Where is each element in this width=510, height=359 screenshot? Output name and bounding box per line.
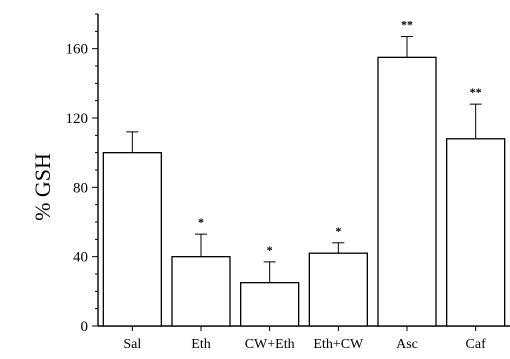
x-tick-label: Eth xyxy=(191,337,210,352)
y-axis-title: % GSH xyxy=(30,153,55,221)
significance-marker: * xyxy=(267,243,273,257)
bar xyxy=(102,152,162,327)
y-tick-label: 80 xyxy=(73,180,88,196)
bar xyxy=(171,256,231,327)
significance-marker: ** xyxy=(470,85,482,99)
significance-marker: ** xyxy=(401,18,413,32)
x-tick-label: CW+Eth xyxy=(245,337,295,352)
significance-marker: * xyxy=(198,215,204,229)
bar xyxy=(377,56,437,327)
y-tick-label: 120 xyxy=(66,111,89,127)
y-tick-label: 40 xyxy=(73,250,88,266)
axes xyxy=(92,13,510,331)
x-tick-label: Asc xyxy=(396,337,418,352)
x-tick-label: Eth+CW xyxy=(313,337,364,352)
significance-marker: * xyxy=(335,224,341,238)
y-tick-label: 160 xyxy=(66,42,89,58)
x-tick-label: Sal xyxy=(123,337,141,352)
labels: 0 40 80 120 160 Sal * Eth * CW+Eth * Eth+CW ** Asc ** C… xyxy=(66,18,487,352)
bars xyxy=(102,36,506,327)
bar xyxy=(308,252,368,327)
y-tick-label: 0 xyxy=(81,319,89,335)
bar xyxy=(446,138,506,327)
x-tick-label: Caf xyxy=(466,337,487,352)
bar xyxy=(240,282,300,327)
